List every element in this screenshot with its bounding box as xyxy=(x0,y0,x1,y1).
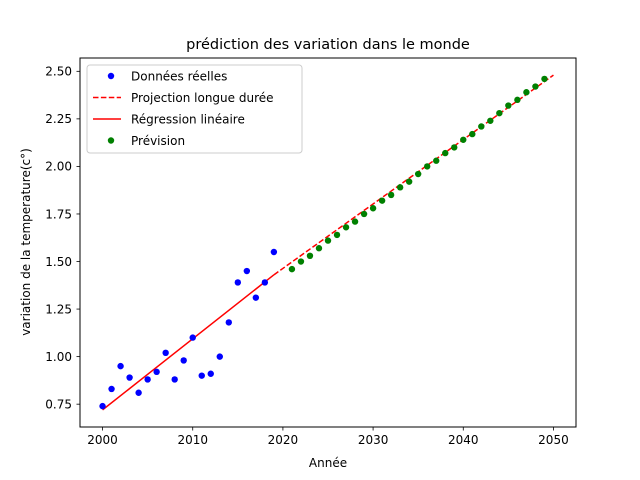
actual-point xyxy=(207,370,214,377)
legend-marker xyxy=(107,72,115,80)
forecast-point xyxy=(324,237,332,244)
regression-line xyxy=(102,274,275,411)
forecast-point xyxy=(405,178,413,185)
forecast-point xyxy=(288,265,296,273)
actual-point xyxy=(243,267,251,275)
y-tick-label: 0.75 xyxy=(45,397,72,411)
actual-point xyxy=(216,353,223,360)
actual-point xyxy=(117,362,124,370)
forecast-point xyxy=(514,96,521,104)
chart-marks xyxy=(99,74,554,411)
chart-title: prédiction des variation dans le monde xyxy=(186,37,470,53)
actual-point xyxy=(126,374,133,381)
forecast-point xyxy=(315,245,323,252)
legend-label: Projection longue durée xyxy=(131,91,274,105)
forecast-point xyxy=(532,83,539,90)
forecast-point xyxy=(342,224,350,231)
forecast-point xyxy=(297,258,305,265)
y-tick-label: 2.25 xyxy=(45,112,72,126)
actual-point xyxy=(144,376,151,383)
legend-marker xyxy=(107,137,115,144)
forecast-point xyxy=(424,163,431,170)
plot-frame xyxy=(79,57,577,428)
forecast-point xyxy=(396,184,404,191)
x-tick-label: 2010 xyxy=(177,433,208,447)
legend: Données réelles Projection longue durée Ré… xyxy=(86,64,303,154)
forecast-point xyxy=(351,218,359,225)
actual-point xyxy=(180,357,187,364)
projection-line xyxy=(273,74,554,276)
x-tick-label: 2020 xyxy=(268,433,299,447)
forecast-point xyxy=(523,89,530,96)
actual-point xyxy=(252,294,260,301)
y-tick-label: 1.75 xyxy=(45,207,72,221)
legend-label: Régression linéaire xyxy=(131,112,245,126)
forecast-point xyxy=(478,123,485,130)
forecast-point xyxy=(414,170,422,178)
y-tick-label: 1.00 xyxy=(45,350,72,364)
forecast-point xyxy=(306,252,314,260)
legend-label: Données réelles xyxy=(131,69,227,83)
forecast-point xyxy=(369,205,377,212)
forecast-point xyxy=(333,231,341,239)
forecast-point xyxy=(387,191,395,199)
actual-point xyxy=(171,376,178,383)
actual-point xyxy=(153,368,160,376)
y-tick-label: 1.50 xyxy=(45,255,72,269)
forecast-point xyxy=(433,157,440,164)
forecast-point xyxy=(451,144,458,151)
forecast-point xyxy=(541,75,548,83)
forecast-point xyxy=(487,117,494,124)
actual-point xyxy=(261,279,269,286)
actual-point xyxy=(225,319,232,326)
x-tick-label: 2050 xyxy=(538,433,569,447)
actual-point xyxy=(270,248,278,256)
legend-box xyxy=(86,64,303,154)
forecast-point xyxy=(360,210,368,218)
y-axis-label: variation de la temperature(c°) xyxy=(19,148,33,336)
actual-point xyxy=(162,349,169,357)
forecast-point xyxy=(496,109,503,117)
x-tick-label: 2040 xyxy=(448,433,479,447)
x-tick-label: 2030 xyxy=(358,433,389,447)
legend-label: Prévision xyxy=(131,134,185,148)
x-axis: 2000 2010 2020 2030 2040 2050 xyxy=(87,427,569,447)
actual-point xyxy=(99,402,106,410)
forecast-point xyxy=(460,136,467,143)
actual-point xyxy=(234,279,242,286)
actual-point xyxy=(198,372,205,379)
forecast-point xyxy=(505,102,512,109)
forecast-point xyxy=(469,130,476,138)
actual-point xyxy=(189,334,196,341)
y-axis: 0.75 1.00 1.25 1.50 1.75 2.00 2.25 2.50 xyxy=(45,65,80,411)
actual-point xyxy=(108,385,115,393)
x-axis-label: Année xyxy=(309,456,347,470)
actual-point xyxy=(135,389,142,396)
forecast-point xyxy=(378,197,386,204)
y-tick-label: 2.00 xyxy=(45,160,72,174)
y-tick-label: 1.25 xyxy=(45,302,72,316)
forecast-point xyxy=(442,149,449,157)
y-tick-label: 2.50 xyxy=(45,65,72,79)
x-tick-label: 2000 xyxy=(87,433,118,447)
